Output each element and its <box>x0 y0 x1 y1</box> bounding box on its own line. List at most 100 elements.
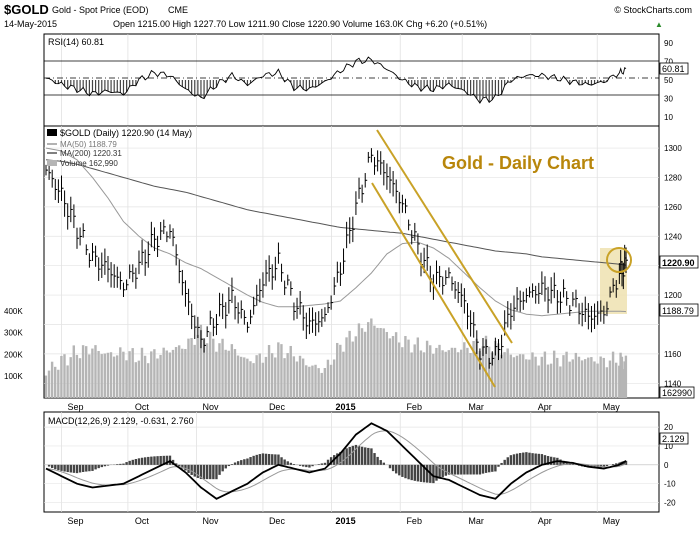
volume-bar <box>197 335 199 398</box>
volume-bar <box>383 328 385 398</box>
symbol-name: Gold - Spot Price (EOD) <box>52 5 149 15</box>
volume-bar <box>625 356 627 398</box>
macd-histogram-bar <box>178 465 180 466</box>
rsi-tick-label: 50 <box>664 76 673 85</box>
volume-legend: Volume 162,990 <box>60 159 118 168</box>
volume-bar <box>451 348 453 398</box>
volume-bar <box>156 358 158 398</box>
volume-bar <box>401 347 403 398</box>
volume-bar <box>392 336 394 398</box>
volume-bar <box>420 350 422 398</box>
volume-bar <box>135 362 137 398</box>
volume-bar <box>367 322 369 398</box>
volume-bar <box>128 351 130 398</box>
x-axis-label: Oct <box>135 402 150 412</box>
volume-bar <box>361 328 363 398</box>
macd-histogram-bar <box>287 461 289 465</box>
macd-histogram-bar <box>442 465 444 477</box>
macd-histogram-bar <box>414 465 416 481</box>
volume-bar <box>228 351 230 398</box>
macd-histogram-bar <box>88 465 90 471</box>
macd-histogram-bar <box>82 465 84 472</box>
volume-bar <box>596 364 598 398</box>
volume-bar <box>234 349 236 398</box>
volume-bar <box>259 353 261 398</box>
volume-bar <box>553 351 555 398</box>
volume-bar <box>107 353 109 398</box>
macd-histogram-bar <box>206 465 208 479</box>
volume-bar <box>91 349 93 398</box>
volume-bar <box>606 367 608 398</box>
x-axis-label: May <box>603 516 621 526</box>
macd-histogram-bar <box>156 456 158 465</box>
volume-bar <box>404 336 406 398</box>
macd-histogram-bar <box>522 453 524 465</box>
macd-histogram-bar <box>318 464 320 465</box>
volume-bar <box>144 356 146 398</box>
macd-histogram-bar <box>383 463 385 465</box>
macd-tick-label: -10 <box>664 480 676 489</box>
volume-bar <box>218 343 220 398</box>
macd-histogram-bar <box>209 465 211 479</box>
volume-bar <box>190 338 192 398</box>
volume-bar <box>125 360 127 398</box>
macd-histogram-bar <box>411 465 413 480</box>
x-axis-label: Nov <box>203 402 220 412</box>
macd-histogram-bar <box>234 462 236 464</box>
volume-bar <box>584 359 586 398</box>
macd-histogram-bar <box>500 463 502 465</box>
volume-bar <box>513 357 515 398</box>
volume-bar <box>243 357 245 398</box>
volume-bar <box>231 344 233 398</box>
volume-bar <box>76 355 78 398</box>
volume-bar <box>441 350 443 398</box>
macd-histogram-bar <box>451 465 453 475</box>
macd-histogram-bar <box>256 455 258 465</box>
macd-histogram-bar <box>237 461 239 465</box>
macd-histogram-bar <box>420 465 422 482</box>
macd-histogram-bar <box>361 447 363 465</box>
macd-histogram-bar <box>268 454 270 465</box>
x-axis-label: Dec <box>269 516 286 526</box>
macd-histogram-bar <box>274 454 276 464</box>
volume-bar <box>178 345 180 398</box>
volume-bar <box>265 357 267 398</box>
macd-histogram-bar <box>85 465 87 472</box>
close-value-label: 1220.90 <box>662 258 695 268</box>
volume-bar <box>330 365 332 398</box>
macd-histogram-bar <box>225 465 227 469</box>
volume-bar <box>488 347 490 398</box>
macd-histogram-bar <box>463 465 465 475</box>
volume-bar <box>609 361 611 398</box>
macd-histogram-bar <box>249 457 251 465</box>
macd-histogram-bar <box>494 465 496 472</box>
volume-bar <box>379 328 381 398</box>
volume-bar <box>153 349 155 398</box>
volume-bar <box>516 356 518 398</box>
volume-bar <box>141 348 143 398</box>
price-tick-label: 1200 <box>664 291 682 300</box>
volume-bar <box>249 361 251 398</box>
volume-bar <box>150 351 152 398</box>
volume-bar <box>88 354 90 398</box>
macd-histogram-bar <box>66 465 68 472</box>
macd-tick-label: -20 <box>664 499 676 508</box>
macd-histogram-bar <box>76 465 78 473</box>
volume-bar <box>417 337 419 398</box>
macd-histogram-bar <box>404 465 406 478</box>
volume-bar <box>308 367 310 398</box>
volume-bar <box>215 352 217 398</box>
volume-bar <box>97 351 99 398</box>
macd-histogram-bar <box>190 465 192 475</box>
macd-histogram-bar <box>488 465 490 472</box>
macd-histogram-bar <box>445 465 447 476</box>
macd-histogram-bar <box>432 465 434 483</box>
volume-bar <box>398 342 400 398</box>
volume-bar <box>212 339 214 398</box>
volume-tick-label: 100K <box>4 372 23 381</box>
volume-bar <box>172 350 174 398</box>
ma200-legend: MA(200) 1220.31 <box>60 149 122 158</box>
